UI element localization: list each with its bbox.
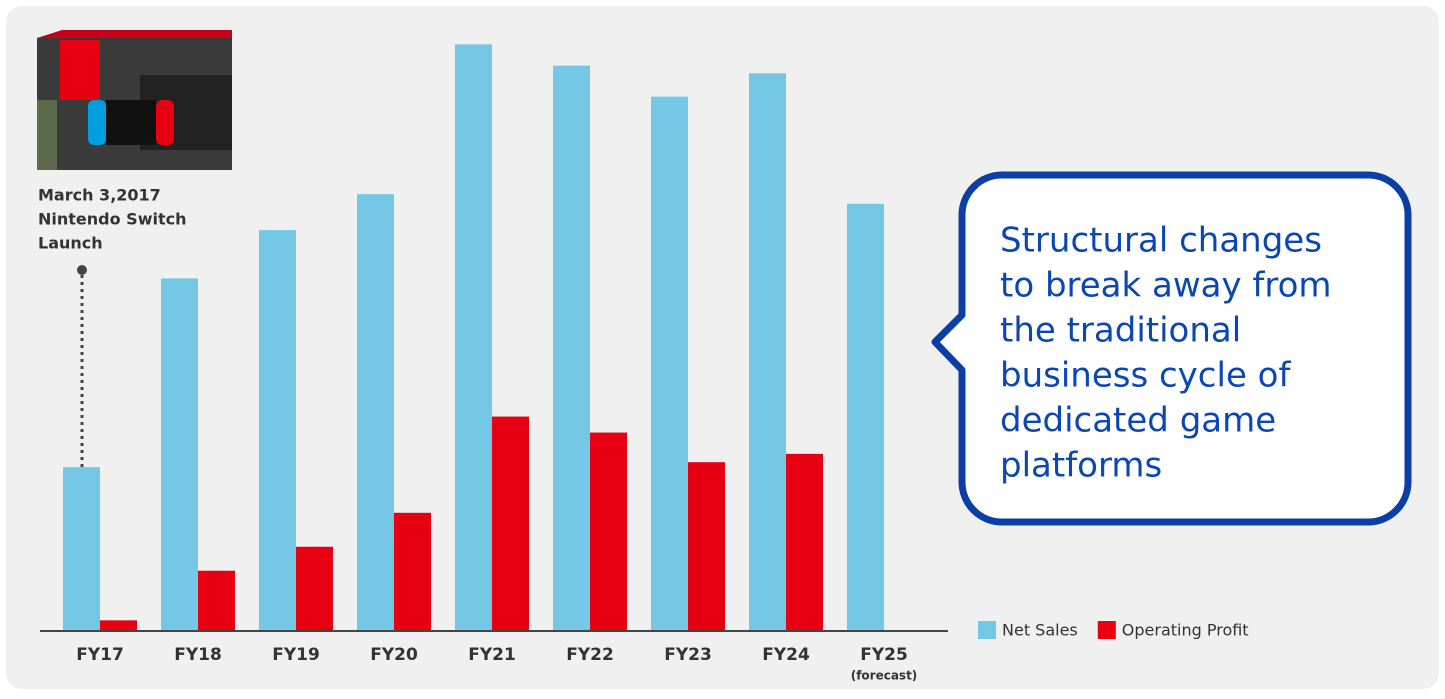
x-tick-label: FY22	[566, 645, 614, 665]
bar	[749, 73, 786, 631]
callout-line: the traditional	[1000, 311, 1241, 351]
bar	[357, 194, 394, 630]
x-tick-label: FY25	[860, 645, 908, 665]
x-tick-label: FY17	[76, 645, 124, 665]
annotation-line: March 3,2017	[38, 186, 161, 205]
product-box	[37, 30, 232, 170]
bar	[553, 65, 590, 631]
bar	[786, 453, 823, 630]
bar	[394, 512, 431, 630]
legend-label: Operating Profit	[1122, 621, 1249, 640]
legend-swatch	[978, 621, 996, 639]
bar	[296, 546, 333, 630]
callout-line: Structural changes	[1000, 221, 1322, 261]
bar	[590, 432, 627, 630]
callout-line: dedicated game	[1000, 401, 1276, 441]
annotation-line: Nintendo Switch	[38, 210, 186, 229]
bar	[63, 467, 100, 630]
bar	[259, 230, 296, 631]
x-tick-note: (forecast)	[851, 669, 918, 683]
x-tick-label: FY23	[664, 645, 712, 665]
bar	[651, 96, 688, 631]
bar	[847, 203, 884, 630]
bar	[161, 278, 198, 630]
bar	[492, 416, 529, 630]
x-tick-label: FY18	[174, 645, 222, 665]
bar	[198, 570, 235, 630]
legend-label: Net Sales	[1002, 621, 1078, 640]
x-tick-label: FY20	[370, 645, 418, 665]
legend-swatch	[1097, 621, 1116, 639]
bar	[100, 620, 137, 630]
x-tick-label: FY19	[272, 645, 320, 665]
x-tick-label: FY24	[762, 645, 810, 665]
bar	[688, 462, 725, 630]
annotation-line: Launch	[38, 234, 103, 253]
launch-dot	[77, 265, 87, 275]
callout-line: business cycle of	[1000, 356, 1291, 396]
callout-bubble	[931, 171, 1412, 526]
bar	[455, 44, 492, 631]
x-tick-label: FY21	[468, 645, 516, 665]
callout-line: platforms	[1000, 446, 1162, 486]
callout-line: to break away from	[1000, 266, 1332, 306]
